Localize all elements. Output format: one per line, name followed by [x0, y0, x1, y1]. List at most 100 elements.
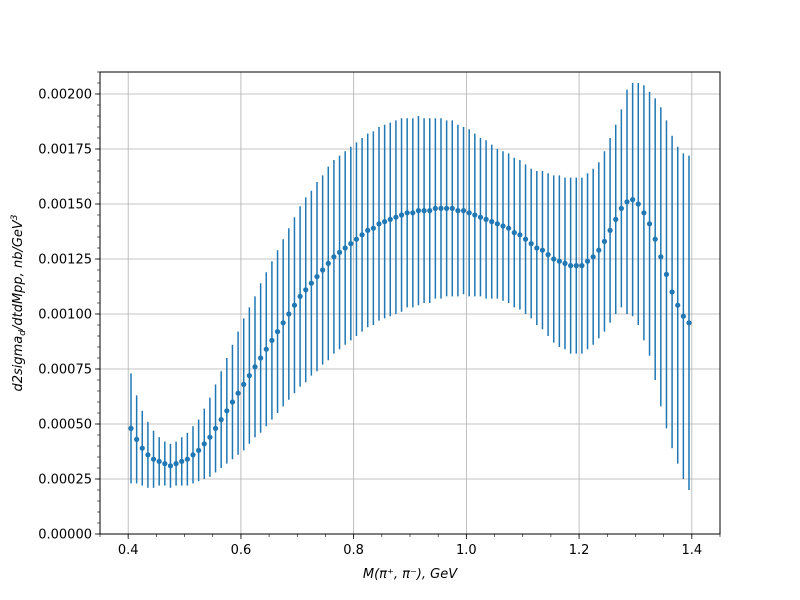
y-tick-label: 0.00175: [38, 143, 92, 158]
x-tick-label: 0.6: [231, 543, 252, 558]
data-point: [489, 219, 495, 225]
data-point: [449, 205, 455, 211]
data-point: [173, 461, 179, 467]
data-point: [663, 271, 670, 277]
data-point: [246, 373, 252, 379]
data-point: [331, 254, 337, 260]
y-tick-label: 0.00075: [38, 363, 92, 378]
data-point: [613, 216, 619, 222]
data-point: [156, 458, 162, 464]
x-axis-label: M(π⁺, π⁻), GeV: [363, 567, 458, 582]
data-point: [353, 236, 360, 242]
data-point: [652, 236, 658, 242]
data-point: [601, 238, 608, 244]
y-axis-ticks: 0.00000 0.00025 0.00050 0.00075 0.00100 0.001…: [38, 71, 100, 543]
data-point: [263, 346, 269, 352]
data-point: [686, 320, 692, 326]
data-point: [421, 208, 427, 214]
y-tick-label: 0.00125: [38, 253, 92, 268]
data-point: [207, 434, 213, 440]
data-point: [314, 274, 320, 280]
data-point: [162, 461, 168, 467]
data-point: [562, 260, 568, 266]
data-point: [669, 289, 675, 295]
data-point: [128, 425, 134, 431]
x-tick-label: 0.8: [343, 543, 364, 558]
x-tick-label: 0.4: [118, 543, 139, 558]
data-point: [303, 287, 309, 293]
data-point: [398, 212, 405, 218]
data-point: [241, 381, 247, 387]
data-point: [635, 201, 641, 207]
data-point: [630, 197, 636, 203]
data-point: [387, 216, 393, 222]
y-tick-label: 0.00150: [38, 198, 92, 213]
data-point: [658, 254, 664, 260]
data-point: [291, 302, 298, 308]
data-point: [370, 225, 376, 231]
data-point: [139, 445, 145, 451]
data-point: [336, 249, 343, 255]
data-point: [196, 447, 202, 453]
data-point: [252, 364, 258, 370]
x-tick-label: 1.2: [569, 543, 590, 558]
x-tick-label: 1.4: [681, 543, 702, 558]
data-point: [618, 205, 624, 211]
y-axis-label-subscript: d: [18, 330, 28, 336]
data-point: [342, 245, 348, 251]
data-point: [382, 219, 388, 225]
data-point: [258, 355, 264, 361]
data-point: [280, 320, 286, 326]
data-points: [128, 197, 692, 469]
y-axis-label-main: d2sigma: [11, 336, 26, 392]
data-point: [274, 329, 281, 335]
data-point: [483, 216, 489, 222]
data-point: [680, 313, 686, 319]
data-point: [297, 293, 303, 299]
data-point: [517, 232, 523, 238]
data-point: [269, 337, 275, 343]
data-point: [590, 254, 596, 260]
data-point: [438, 205, 444, 211]
data-point: [444, 205, 450, 211]
data-point: [359, 232, 365, 238]
data-point: [229, 399, 236, 405]
data-point: [624, 199, 630, 205]
data-point: [150, 456, 157, 462]
y-tick-label: 0.00200: [38, 88, 92, 103]
grid: [100, 72, 720, 535]
data-point: [432, 205, 438, 211]
data-point: [320, 267, 326, 273]
data-point: [472, 212, 478, 218]
data-point: [325, 260, 331, 266]
data-point: [410, 210, 416, 216]
data-point: [415, 208, 422, 214]
data-point: [675, 302, 681, 308]
data-point: [365, 227, 371, 233]
data-point: [506, 225, 512, 231]
data-point: [579, 263, 585, 269]
data-point: [348, 241, 354, 247]
data-point: [201, 441, 207, 447]
data-point: [511, 230, 517, 236]
data-point: [460, 208, 467, 214]
data-point: [522, 236, 529, 242]
y-tick-label: 0.00100: [38, 308, 92, 323]
x-axis-ticks: 0.4 0.6 0.8 1.0 1.2 1.4: [99, 534, 721, 558]
data-point: [528, 241, 534, 247]
y-tick-label: 0.00050: [38, 418, 92, 433]
y-tick-label: 0.00000: [38, 528, 92, 543]
data-point: [551, 256, 557, 262]
data-point: [573, 263, 579, 269]
data-point: [568, 263, 574, 269]
data-point: [212, 425, 219, 431]
data-point: [218, 417, 224, 423]
y-axis-label-rest: /dtdMpp, nb/GeV: [11, 219, 26, 331]
data-point: [286, 311, 292, 317]
data-point: [134, 436, 140, 442]
data-point: [190, 452, 196, 458]
data-point: [167, 463, 174, 469]
data-point: [494, 221, 500, 227]
